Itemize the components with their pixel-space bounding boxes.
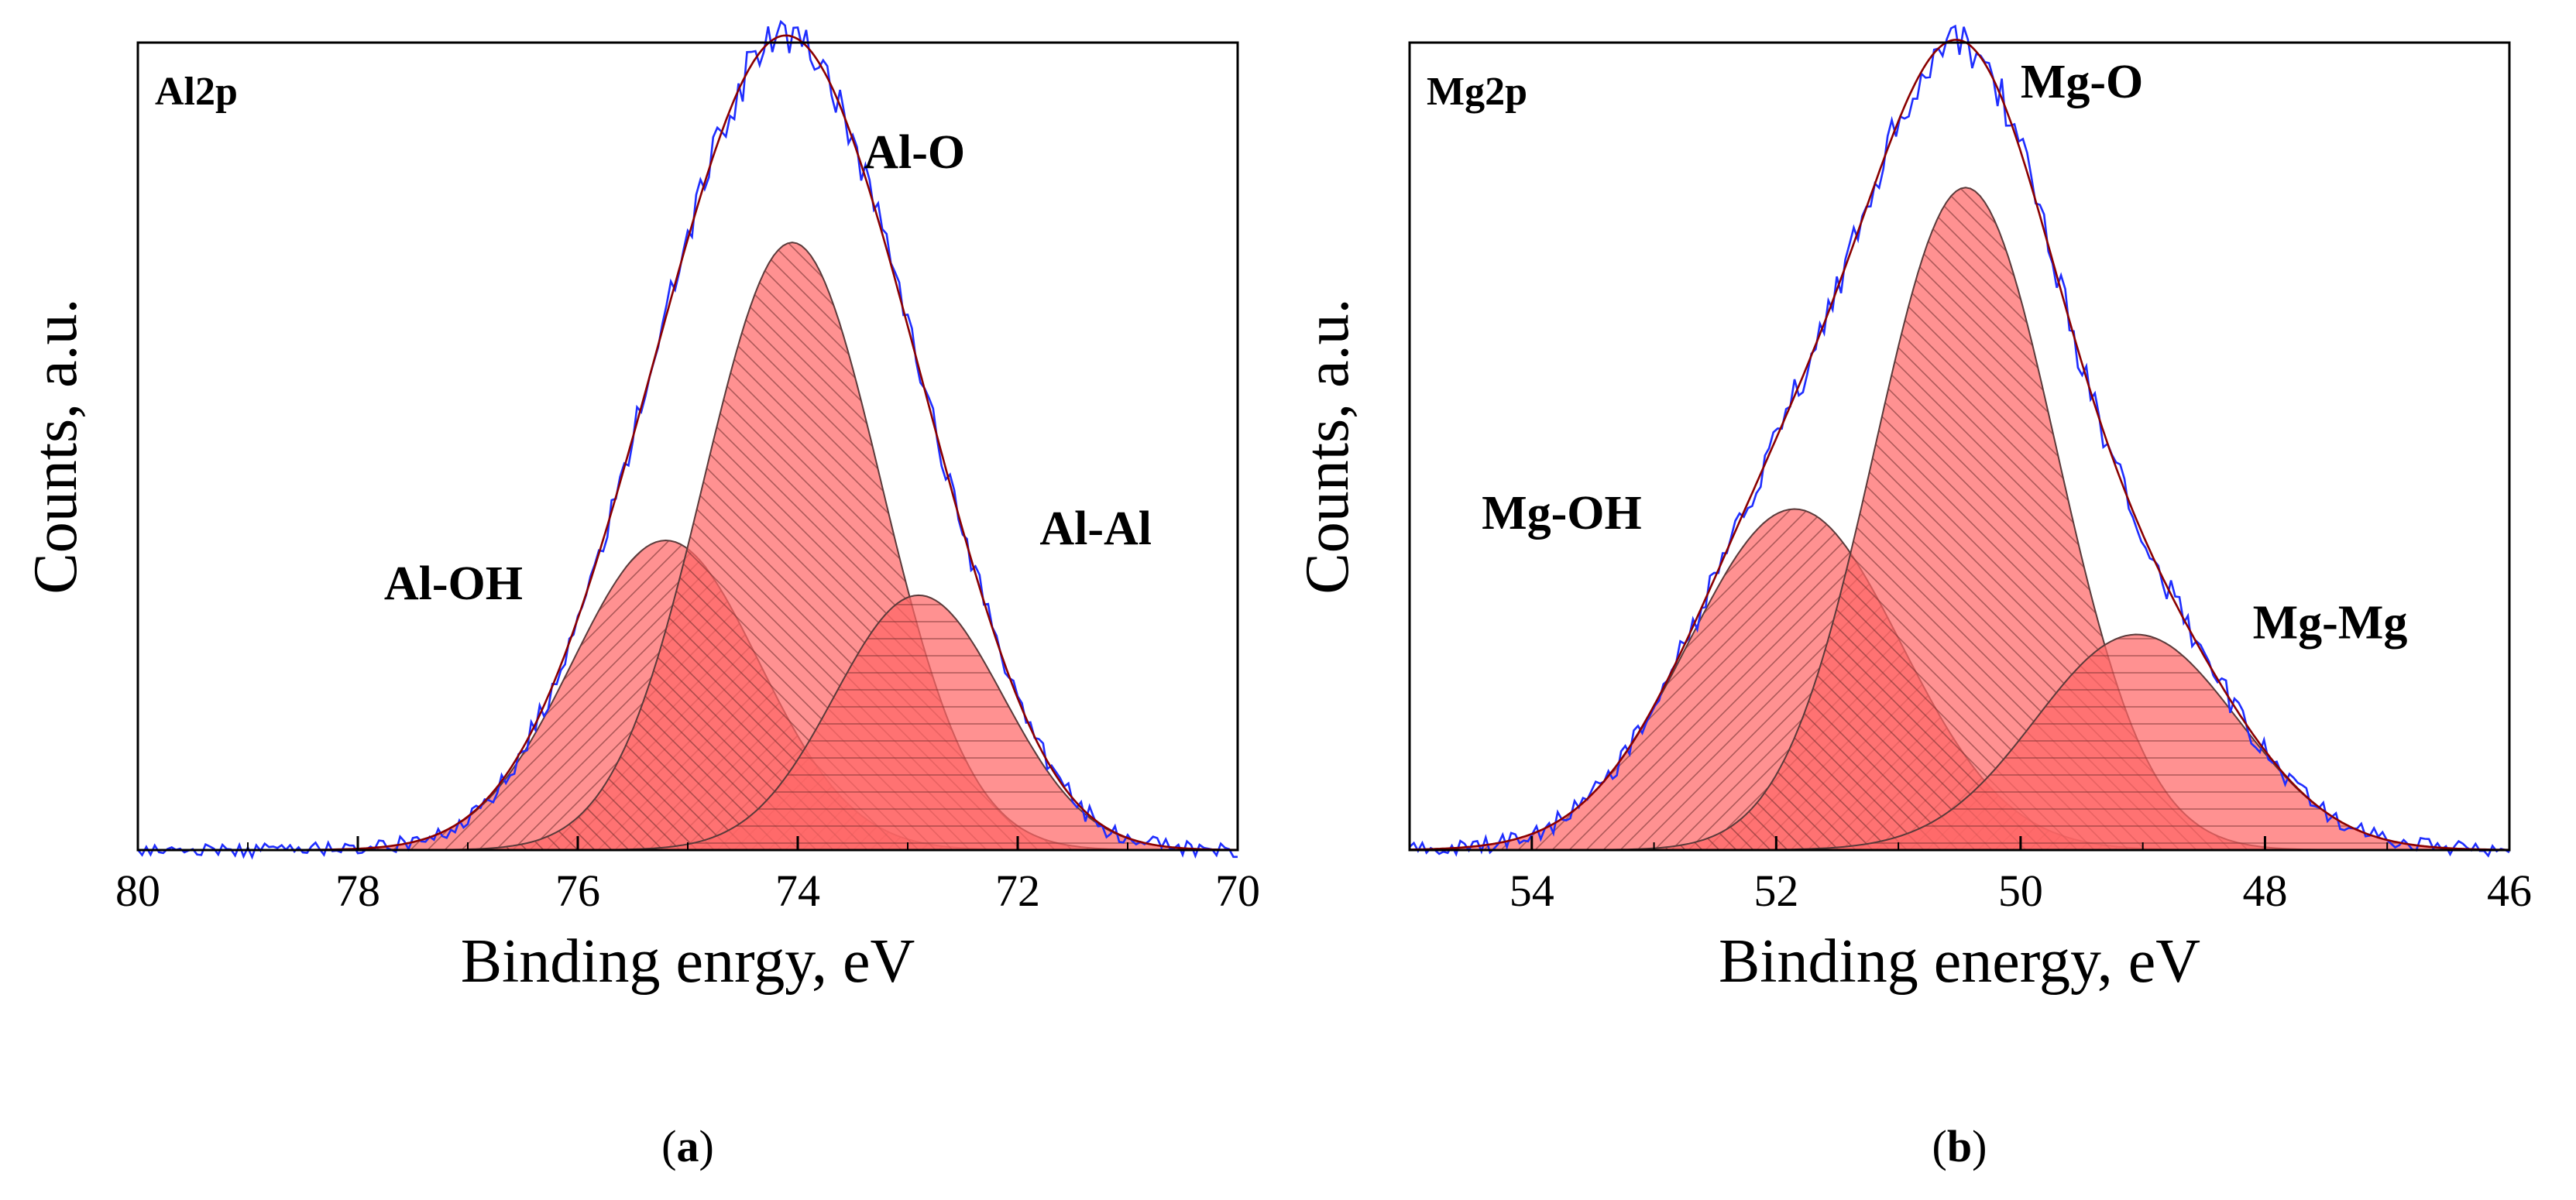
caption-open: ( bbox=[1932, 1121, 1947, 1171]
x-axis-ticks: 80 78 76 74 72 70 bbox=[115, 836, 1260, 916]
caption-close: ) bbox=[1972, 1121, 1987, 1171]
panel-caption: (a) bbox=[661, 1121, 714, 1171]
peak-label-mg-mg: Mg-Mg bbox=[2253, 597, 2408, 650]
peak-label-al-o: Al-O bbox=[864, 126, 965, 179]
x-tick-label: 74 bbox=[775, 866, 820, 916]
caption-letter: b bbox=[1947, 1121, 1972, 1171]
peak-label-mg-oh: Mg-OH bbox=[1482, 487, 1642, 540]
panel-label: Mg2p bbox=[1427, 70, 1527, 114]
x-tick-label: 50 bbox=[1998, 866, 2043, 916]
plot-frame bbox=[136, 41, 1239, 852]
plot-frame bbox=[1408, 41, 2511, 852]
panel-label: Al2p bbox=[155, 70, 238, 114]
panel-caption: (b) bbox=[1932, 1121, 1987, 1171]
x-tick-label: 70 bbox=[1215, 866, 1260, 916]
y-axis-title: Counts, a.u. bbox=[22, 298, 90, 594]
x-axis-title: Binding enrgy, eV bbox=[461, 927, 915, 996]
caption-close: ) bbox=[699, 1121, 714, 1171]
envelope-fit-line bbox=[1409, 39, 2509, 851]
x-axis-ticks: 54 52 50 48 46 bbox=[1510, 836, 2532, 916]
x-tick-label: 72 bbox=[995, 866, 1040, 916]
panel-al2p: 80 78 76 74 72 70 Al2p Al-OH Al-O Al-Al Binding… bbox=[22, 19, 1260, 1171]
panel-mg2p: 54 52 50 48 46 Mg2p Mg-OH Mg-O Mg-Mg Binding e… bbox=[1293, 24, 2532, 1171]
y-axis-title: Counts, a.u. bbox=[1293, 298, 1362, 594]
x-tick-label: 52 bbox=[1753, 866, 1798, 916]
x-tick-label: 80 bbox=[115, 866, 160, 916]
x-tick-label: 76 bbox=[555, 866, 600, 916]
x-tick-label: 48 bbox=[2242, 866, 2287, 916]
caption-open: ( bbox=[661, 1121, 676, 1171]
peak-label-al-al: Al-Al bbox=[1039, 502, 1152, 555]
peak-components bbox=[273, 242, 1238, 851]
x-tick-label: 54 bbox=[1510, 866, 1554, 916]
x-axis-title: Binding energy, eV bbox=[1719, 927, 2200, 996]
caption-letter: a bbox=[677, 1121, 699, 1171]
fit-curves bbox=[1409, 24, 2510, 858]
x-tick-label: 78 bbox=[335, 866, 380, 916]
peak-label-mg-o: Mg-O bbox=[2021, 56, 2143, 108]
x-tick-label: 46 bbox=[2487, 866, 2532, 916]
experimental-trace bbox=[1409, 24, 2510, 858]
peak-label-al-oh: Al-OH bbox=[384, 557, 523, 610]
peak-labels: Al-OH Al-O Al-Al bbox=[384, 126, 1152, 610]
peak-labels: Mg-OH Mg-O Mg-Mg bbox=[1482, 56, 2407, 650]
